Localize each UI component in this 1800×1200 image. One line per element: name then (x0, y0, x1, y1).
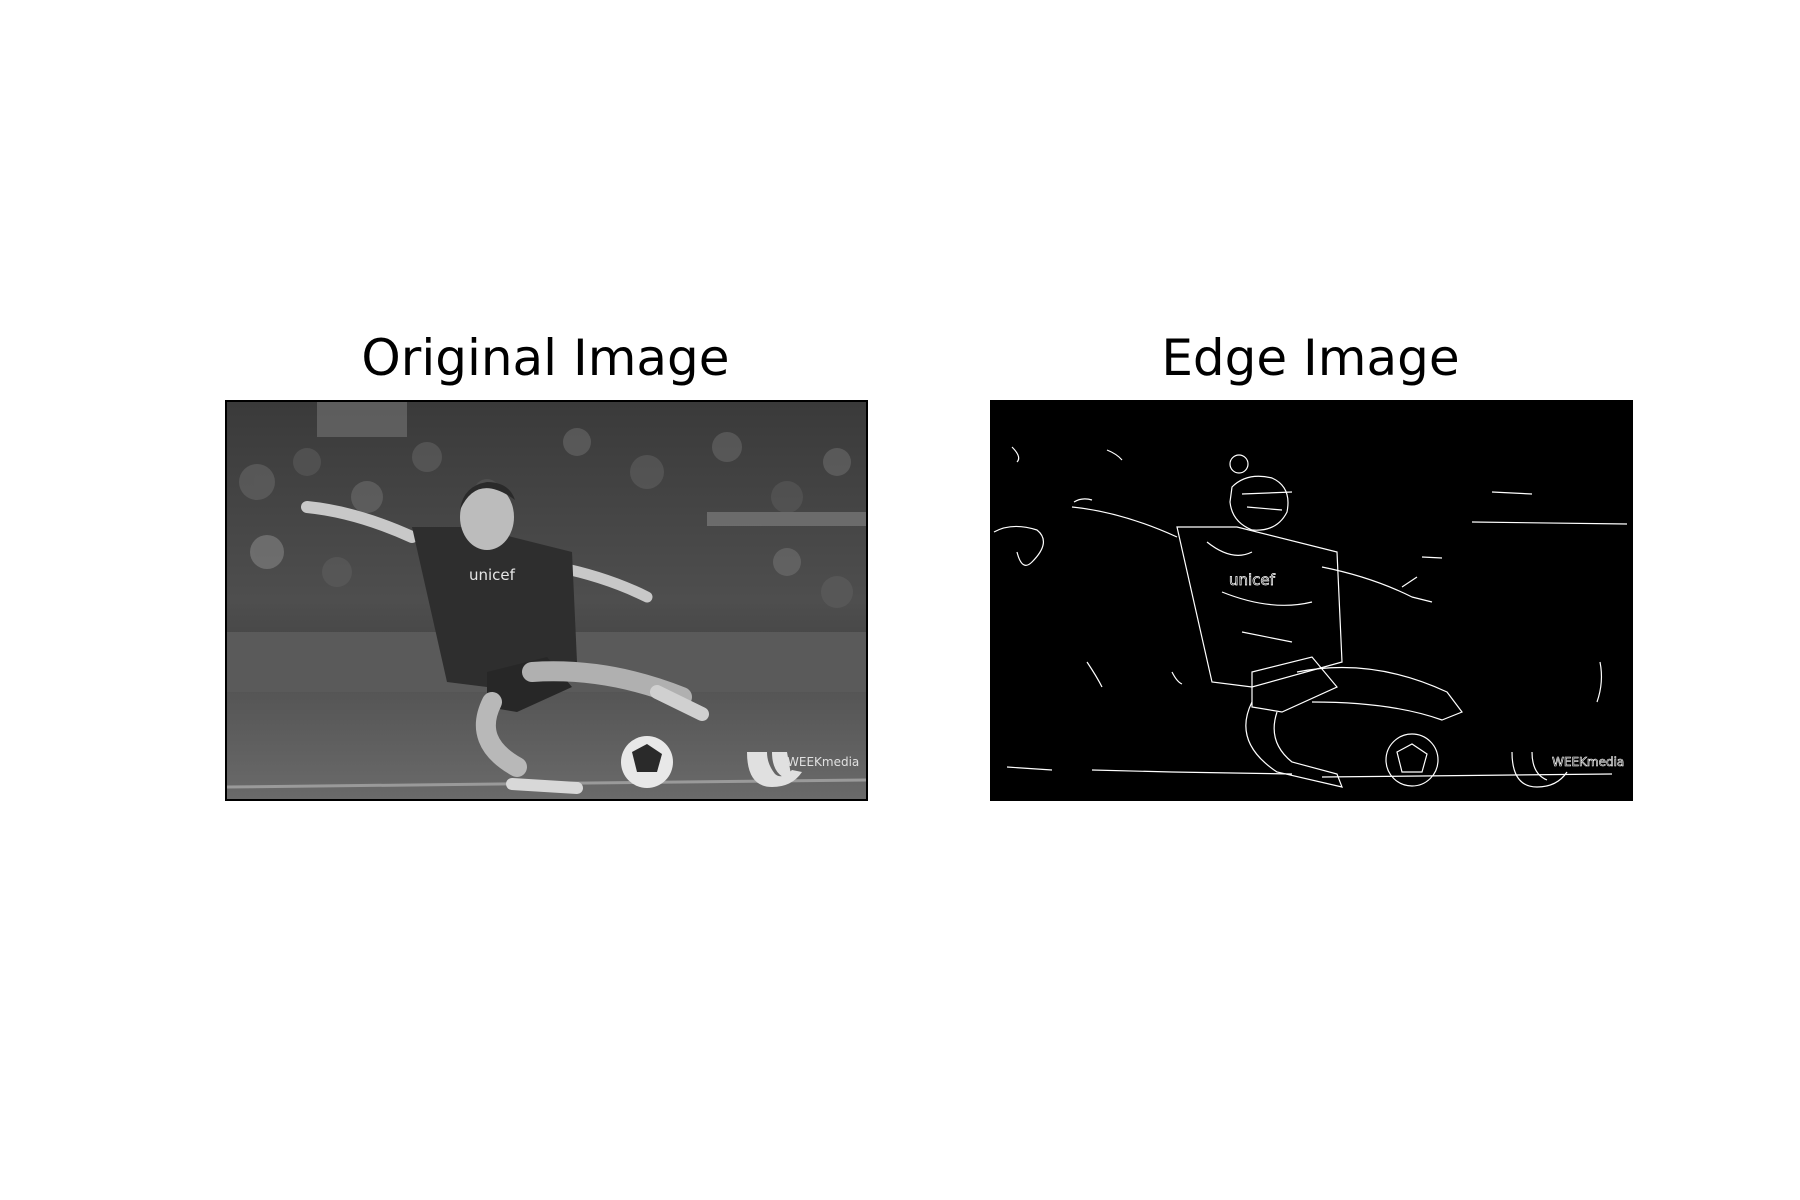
edge-lines (993, 446, 1628, 788)
player: unicef (301, 482, 709, 794)
watermark-text: WEEKmedia (787, 755, 859, 769)
jersey-text-edges: unicef (1229, 571, 1276, 589)
jersey-text: unicef (469, 566, 516, 584)
original-image-canvas: unicef WEEKmedia (227, 402, 866, 799)
original-image: unicef WEEKmedia (225, 400, 868, 801)
original-image-title: Original Image (361, 329, 730, 387)
edge-image-title: Edge Image (1161, 329, 1460, 387)
weekmedia-logo: WEEKmedia (747, 752, 859, 787)
watermark-text-edges: WEEKmedia (1552, 755, 1624, 769)
edge-image-canvas: unicef WEEKmedia (992, 402, 1631, 799)
football (621, 736, 673, 788)
edge-image: unicef WEEKmedia (990, 400, 1633, 801)
